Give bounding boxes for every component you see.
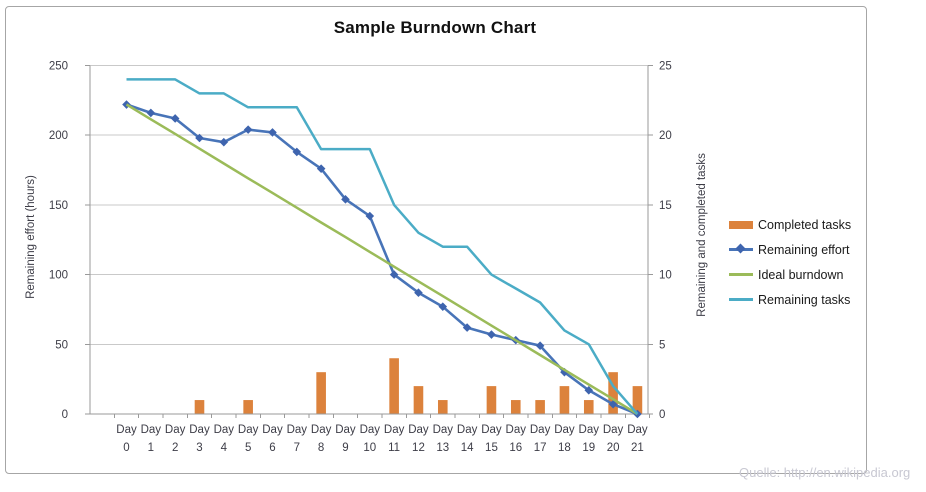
- legend: Completed tasks Remaining effort Ideal b…: [729, 212, 851, 312]
- legend-item-remaining-effort: Remaining effort: [729, 237, 851, 262]
- svg-text:0: 0: [123, 442, 129, 454]
- svg-text:50: 50: [55, 339, 68, 351]
- svg-text:Day: Day: [506, 424, 527, 436]
- ideal-burndown-line-swatch: [729, 273, 753, 276]
- svg-text:0: 0: [659, 409, 665, 421]
- chart-frame: [5, 6, 867, 474]
- remaining-effort-line-swatch: [729, 243, 753, 254]
- svg-text:250: 250: [49, 61, 68, 73]
- svg-text:4: 4: [221, 442, 228, 454]
- svg-text:Day: Day: [165, 424, 186, 436]
- svg-text:1: 1: [148, 442, 154, 454]
- svg-text:0: 0: [62, 409, 68, 421]
- svg-text:Day: Day: [287, 424, 308, 436]
- series-remaining-tasks: [126, 78, 639, 415]
- legend-item-completed-tasks: Completed tasks: [729, 212, 851, 237]
- svg-text:19: 19: [582, 442, 595, 454]
- svg-text:Day: Day: [311, 424, 332, 436]
- legend-label: Ideal burndown: [758, 267, 844, 282]
- x-axis-labels: Day 0 Day 1 Day 2 Day 3 Day 4 Day 5 Day 6 Day 7 Day 8 Day 9…: [116, 424, 648, 454]
- svg-text:20: 20: [607, 442, 620, 454]
- svg-text:150: 150: [49, 200, 68, 212]
- svg-text:Day: Day: [238, 424, 259, 436]
- svg-text:100: 100: [49, 270, 68, 282]
- legend-label: Remaining effort: [758, 242, 850, 257]
- series-completed-tasks: [194, 358, 643, 414]
- svg-text:8: 8: [318, 442, 324, 454]
- svg-text:10: 10: [363, 442, 376, 454]
- svg-text:Day: Day: [408, 424, 429, 436]
- svg-text:15: 15: [485, 442, 498, 454]
- svg-text:Day: Day: [262, 424, 283, 436]
- remaining-tasks-line-swatch: [729, 298, 753, 301]
- svg-text:Day: Day: [481, 424, 502, 436]
- svg-text:Day: Day: [433, 424, 454, 436]
- gridlines: [90, 65, 648, 345]
- svg-text:17: 17: [534, 442, 547, 454]
- svg-text:21: 21: [631, 442, 644, 454]
- svg-text:14: 14: [461, 442, 474, 454]
- legend-item-remaining-tasks: Remaining tasks: [729, 287, 851, 312]
- axes: [85, 65, 653, 418]
- svg-text:5: 5: [659, 339, 665, 351]
- svg-text:Day: Day: [189, 424, 210, 436]
- svg-text:Day: Day: [360, 424, 381, 436]
- series-remaining-effort: [122, 100, 642, 419]
- completed-tasks-bar-swatch: [729, 220, 753, 229]
- svg-text:15: 15: [659, 200, 672, 212]
- svg-text:20: 20: [659, 130, 672, 142]
- svg-text:Day: Day: [335, 424, 356, 436]
- svg-text:Day: Day: [530, 424, 551, 436]
- svg-text:Day: Day: [384, 424, 405, 436]
- svg-text:Day: Day: [554, 424, 575, 436]
- svg-text:3: 3: [196, 442, 202, 454]
- svg-text:Day: Day: [627, 424, 648, 436]
- svg-text:13: 13: [436, 442, 449, 454]
- svg-text:Day: Day: [214, 424, 235, 436]
- svg-text:Day: Day: [141, 424, 162, 436]
- svg-text:7: 7: [294, 442, 300, 454]
- svg-text:2: 2: [172, 442, 178, 454]
- svg-text:6: 6: [269, 442, 275, 454]
- svg-text:12: 12: [412, 442, 425, 454]
- source-watermark: Quelle: http://en.wikipedia.org: [739, 465, 911, 480]
- svg-text:Day: Day: [579, 424, 600, 436]
- svg-text:25: 25: [659, 61, 672, 73]
- svg-text:11: 11: [388, 442, 400, 454]
- svg-text:9: 9: [342, 442, 348, 454]
- series-ideal-burndown: [125, 103, 639, 416]
- chart-title: Sample Burndown Chart: [333, 18, 537, 37]
- svg-text:Day: Day: [603, 424, 624, 436]
- axis-tick-labels: 0 50 100 150 200 250 0 5 10 15 20 25: [49, 61, 672, 422]
- svg-text:200: 200: [49, 130, 68, 142]
- svg-text:5: 5: [245, 442, 251, 454]
- svg-text:16: 16: [509, 442, 522, 454]
- svg-text:18: 18: [558, 442, 571, 454]
- legend-label: Completed tasks: [758, 217, 852, 232]
- svg-text:10: 10: [659, 270, 672, 282]
- legend-label: Remaining tasks: [758, 292, 851, 307]
- svg-text:Day: Day: [116, 424, 137, 436]
- svg-text:Day: Day: [457, 424, 478, 436]
- legend-item-ideal-burndown: Ideal burndown: [729, 262, 851, 287]
